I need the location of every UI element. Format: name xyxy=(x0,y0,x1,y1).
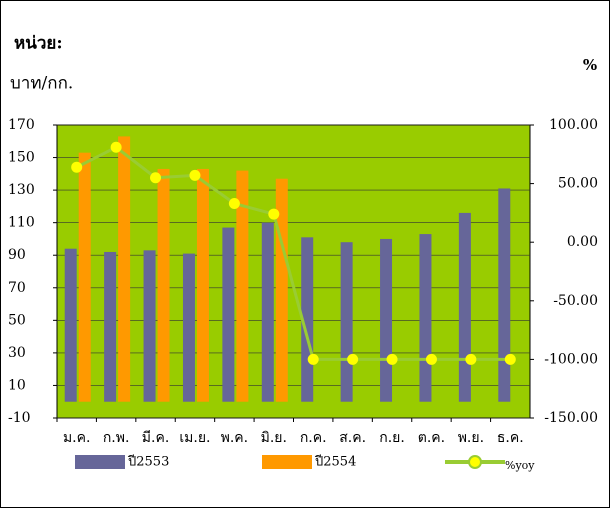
bar xyxy=(458,212,471,402)
bar xyxy=(340,242,353,402)
x-tick-label: พ.ค. xyxy=(221,430,249,446)
y-tick-label: -10 xyxy=(8,410,31,426)
line-marker xyxy=(465,353,477,365)
legend-swatch xyxy=(468,455,482,469)
x-tick-label: มี.ค. xyxy=(142,430,170,446)
x-tick-label: ก.พ. xyxy=(103,430,130,446)
y2-tick-label: -150.00 xyxy=(544,410,598,426)
line-marker xyxy=(307,353,319,365)
y-tick-label: 10 xyxy=(8,377,26,393)
bar xyxy=(380,238,393,402)
bar xyxy=(64,248,77,402)
bar xyxy=(196,168,209,402)
line-marker xyxy=(228,198,240,210)
y-tick-label: 150 xyxy=(8,150,35,166)
x-tick-label: ต.ค. xyxy=(418,430,445,446)
x-tick-label: ธ.ค. xyxy=(497,430,524,446)
bar xyxy=(157,168,170,402)
line-marker xyxy=(347,353,359,365)
bar xyxy=(182,253,195,402)
line xyxy=(76,145,511,361)
line-marker xyxy=(386,353,398,365)
line-marker xyxy=(71,161,83,173)
y-tick-label: 90 xyxy=(8,247,26,263)
bar xyxy=(419,234,432,402)
y-axis-label: บาท/กก. xyxy=(10,74,73,94)
x-tick-label: ส.ค. xyxy=(339,430,366,446)
y2-tick-label: -100.00 xyxy=(544,351,598,367)
y-tick-label: 130 xyxy=(8,182,35,198)
line-marker xyxy=(110,141,122,153)
bar xyxy=(236,170,249,402)
x-tick-label: ม.ค. xyxy=(63,430,91,446)
y2-tick-label: -50.00 xyxy=(553,293,598,309)
legend-label: ปี2554 xyxy=(314,454,356,470)
bar xyxy=(104,251,117,402)
legend-swatch xyxy=(262,455,312,469)
plot-area xyxy=(56,124,531,419)
line-marker xyxy=(189,169,201,181)
y-tick-label: 50 xyxy=(8,312,26,328)
legend-label: ปี2553 xyxy=(127,454,169,470)
bar xyxy=(118,136,131,402)
bar xyxy=(498,188,511,402)
legend-swatch xyxy=(75,455,125,469)
legend-label: %yoy xyxy=(505,459,535,472)
y-tick-label: 170 xyxy=(8,117,35,133)
bar xyxy=(143,250,156,402)
y2-tick-label: 100.00 xyxy=(549,117,598,133)
line-marker xyxy=(504,353,516,365)
y-tick-label: 110 xyxy=(8,215,35,231)
unit-label: หน่วย: xyxy=(14,34,63,54)
y-tick-label: 30 xyxy=(8,345,26,361)
bar xyxy=(78,152,91,402)
x-tick-label: ก.ค. xyxy=(300,430,327,446)
bar xyxy=(261,222,274,402)
y2-tick-label: 50.00 xyxy=(558,176,598,192)
x-tick-label: เม.ย. xyxy=(179,430,210,446)
x-tick-label: ก.ย. xyxy=(379,430,405,446)
bar xyxy=(222,227,235,402)
y-tick-label: 70 xyxy=(8,280,26,296)
x-tick-label: พ.ย. xyxy=(458,430,484,446)
y2-tick-label: 0.00 xyxy=(567,234,598,250)
x-tick-label: มิ.ย. xyxy=(261,430,287,446)
line-marker xyxy=(268,208,280,220)
line-marker xyxy=(150,172,162,184)
line-marker xyxy=(425,353,437,365)
y2-axis-label: % xyxy=(583,56,597,74)
